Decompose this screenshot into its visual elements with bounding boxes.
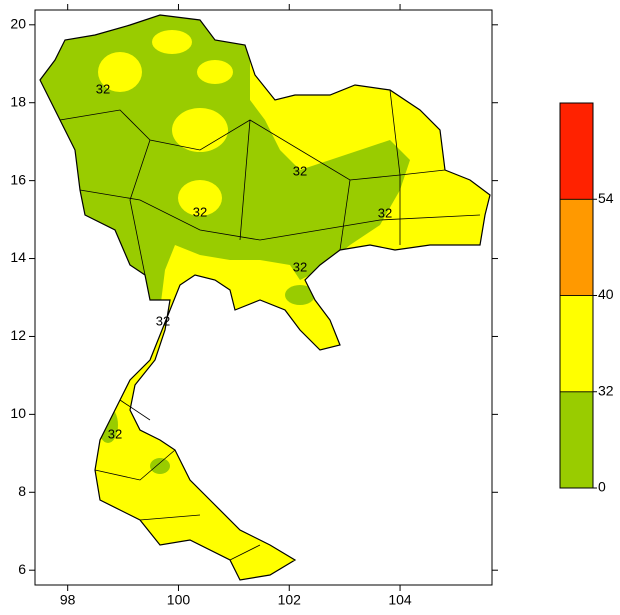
y-tick-label: 18: [10, 93, 26, 109]
colorbar-label: 32: [598, 382, 614, 398]
y-tick-label: 16: [10, 171, 26, 187]
region-fill: [98, 30, 233, 216]
contour-label: 32: [378, 205, 392, 220]
province-borders: [59, 89, 481, 561]
contour-label: 32: [108, 426, 122, 441]
contour-label: 32: [293, 163, 307, 178]
region-fill: [40, 15, 410, 330]
colorbar-label: 54: [598, 190, 614, 206]
contour-label: 32: [96, 81, 110, 96]
contour-label: 32: [293, 259, 307, 274]
x-tick-label: 98: [60, 592, 76, 608]
y-tick-label: 6: [18, 561, 26, 577]
y-tick-label: 14: [10, 249, 26, 265]
colorbar-label: 0: [598, 479, 606, 495]
x-tick-label: 102: [278, 592, 302, 608]
x-tick-label: 104: [388, 592, 412, 608]
colorbar-label: 40: [598, 286, 614, 302]
y-tick-label: 12: [10, 327, 26, 343]
colorbar-band: [559, 102, 594, 200]
map-fill: [40, 15, 490, 580]
y-tick-label: 20: [10, 16, 26, 32]
colorbar-band: [559, 295, 594, 393]
contour-label: 32: [156, 313, 170, 328]
colorbar-band: [559, 198, 594, 296]
map-frame: [34, 9, 493, 586]
y-tick-label: 10: [10, 405, 26, 421]
colorbar-band: [559, 391, 594, 489]
contour-label: 32: [193, 204, 207, 219]
x-tick-label: 100: [167, 592, 191, 608]
y-tick-label: 8: [18, 483, 26, 499]
